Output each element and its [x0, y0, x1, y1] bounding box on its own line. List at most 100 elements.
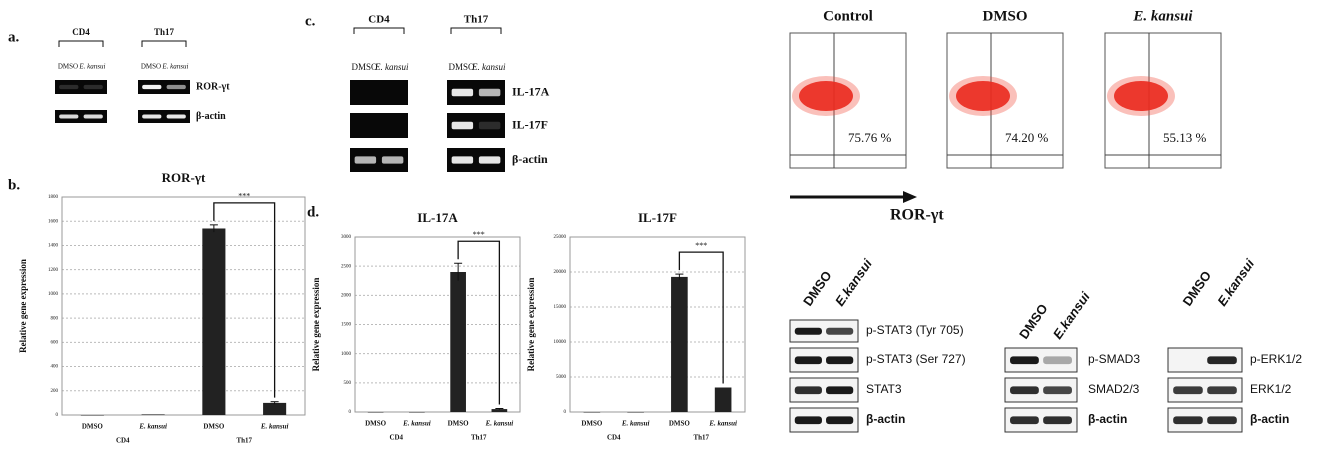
gel-band: [59, 114, 79, 119]
y-tick-label: 600: [51, 340, 59, 345]
x-group-label: Th17: [471, 434, 487, 442]
gel-group: CD4: [368, 14, 390, 26]
blot-band: [1173, 386, 1203, 395]
x-tick-label: DMSO: [448, 420, 470, 428]
significance-bracket: [457, 240, 501, 405]
lane-label: DMSO: [1179, 268, 1214, 309]
plot-frame: [61, 196, 306, 416]
blot-band: [826, 386, 854, 395]
y-tick-label: 200: [51, 389, 59, 394]
x-tick-label: E. kansui: [621, 420, 650, 428]
gel-band: [381, 156, 404, 164]
blot-frame: [1167, 347, 1243, 373]
flow-cloud: [792, 76, 860, 116]
blot-band: [1043, 416, 1072, 425]
lane-label: DMSO: [448, 62, 475, 72]
gel-band: [166, 84, 186, 90]
gel-band: [354, 156, 377, 164]
gel-band: [166, 114, 186, 119]
row-label: IL-17F: [512, 117, 548, 131]
blot-frame: [789, 319, 859, 343]
x-tick-label: DMSO: [365, 420, 387, 428]
gel-lane: [350, 80, 408, 105]
y-axis-label: Relative gene expression: [311, 278, 321, 372]
lane-label: DMSO: [1016, 301, 1051, 342]
lane-label: E. kansui: [78, 63, 105, 71]
y-tick-label: 1000: [341, 352, 352, 357]
bracket: [58, 40, 104, 47]
lane-label: DMSO: [351, 62, 378, 72]
blot-band: [794, 327, 822, 335]
gel-lane: [350, 113, 408, 138]
y-tick-label: 0: [349, 410, 352, 415]
y-tick-label: 0: [564, 410, 567, 415]
y-tick-label: 1200: [48, 268, 59, 273]
blot-band: [1207, 386, 1237, 395]
gel-group: CD4: [72, 27, 90, 37]
lane-label: E. kansui: [471, 62, 506, 72]
blot-band: [794, 386, 822, 395]
flow-cloud: [799, 81, 853, 111]
plot-frame: [354, 236, 521, 413]
bracket: [141, 40, 187, 47]
x-tick-label: E. kansui: [485, 420, 514, 428]
y-tick-label: 15000: [554, 305, 567, 310]
y-axis-label: Relative gene expression: [18, 259, 28, 353]
blot-band: [1207, 356, 1237, 365]
gel-lane: [138, 110, 190, 123]
flow-percent: 74.20 %: [1005, 130, 1049, 145]
y-tick-label: 800: [51, 316, 59, 321]
gel-band: [478, 88, 501, 97]
row-label: IL-17A: [512, 84, 550, 98]
chart-title: ROR-γt: [162, 170, 206, 185]
gel-band: [83, 114, 103, 119]
blot-band: [1207, 416, 1237, 425]
gel-band: [478, 121, 501, 130]
lane-label: E.kansui: [832, 256, 875, 309]
row-label: ROR-γt: [196, 81, 230, 92]
flow-cloud: [1107, 76, 1175, 116]
row-label: p-STAT3 (Ser 727): [866, 352, 966, 366]
bar: [80, 415, 104, 416]
row-label: β-actin: [196, 111, 226, 122]
arrow-head: [903, 191, 917, 203]
gel-lane: [55, 110, 107, 123]
y-tick-label: 0: [56, 413, 59, 418]
bar: [409, 412, 425, 413]
row-label: p-ERK1/2: [1250, 352, 1302, 366]
x-tick-label: DMSO: [669, 420, 691, 428]
y-tick-label: 400: [51, 365, 59, 370]
row-label: p-SMAD3: [1088, 352, 1140, 366]
flow-title: Control: [823, 8, 873, 24]
lane-label: E.kansui: [1050, 289, 1093, 342]
flow-cloud: [956, 81, 1010, 111]
bar: [627, 412, 644, 413]
y-tick-label: 1600: [48, 219, 59, 224]
y-tick-label: 500: [344, 381, 352, 386]
significance: ***: [695, 241, 707, 250]
bar: [491, 409, 508, 412]
y-tick-label: 10000: [554, 340, 567, 345]
y-tick-label: 3000: [341, 235, 352, 240]
panel-label: c.: [305, 13, 316, 29]
flow-axis-label: ROR-γt: [890, 207, 944, 224]
bar: [450, 272, 466, 412]
bracket: [450, 27, 502, 34]
blot-band: [1043, 386, 1072, 395]
x-group-label: CD4: [116, 437, 130, 445]
gel-band: [451, 121, 474, 130]
gel-band: [59, 84, 79, 90]
x-tick-label: DMSO: [203, 423, 225, 431]
chart-title: IL-17A: [417, 210, 458, 225]
panel-label: d.: [307, 204, 319, 220]
gel-band: [478, 156, 501, 164]
gel-lane: [138, 80, 190, 94]
lane-label: E. kansui: [374, 62, 409, 72]
bar: [671, 276, 688, 412]
x-group-label: CD4: [389, 434, 403, 442]
significance-bracket: [678, 251, 724, 384]
flow-cloud: [949, 76, 1017, 116]
gel-lane: [55, 80, 107, 94]
x-tick-label: E. kansui: [260, 423, 289, 431]
